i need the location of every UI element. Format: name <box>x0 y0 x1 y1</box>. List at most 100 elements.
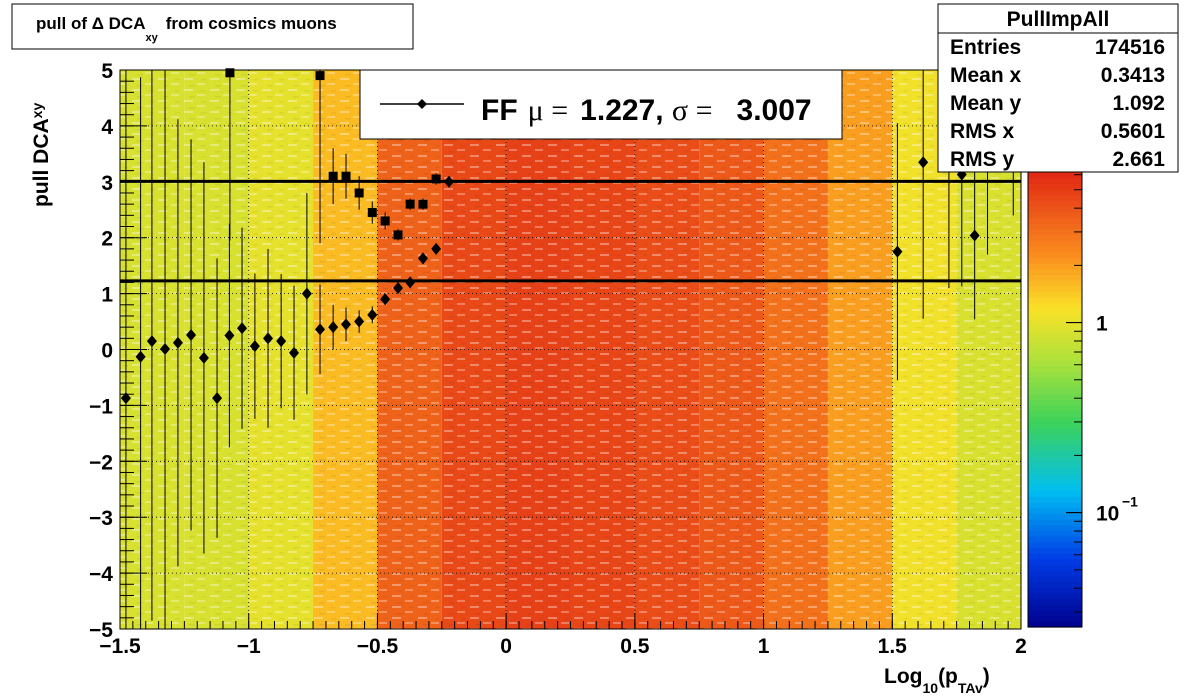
stats-key: Entries <box>950 36 1021 59</box>
colorbar-step <box>1028 342 1082 349</box>
x-tick-label: 1 <box>758 635 770 658</box>
point <box>393 230 403 240</box>
colorbar-step <box>1028 445 1082 452</box>
z-tick-exponent: −1 <box>1122 494 1138 510</box>
colorbar-step <box>1028 496 1082 503</box>
colorbar-step <box>1028 479 1082 486</box>
z-tick-label: 1 <box>1096 313 1108 336</box>
stats-value: 0.5601 <box>1101 120 1166 143</box>
colorbar-step <box>1028 564 1082 571</box>
point <box>328 171 338 181</box>
y-axis-title: pull DCAxy <box>29 103 53 207</box>
colorbar-step <box>1028 376 1082 384</box>
point <box>301 287 312 300</box>
chart-title: pull of Δ DCAxy from cosmics muons <box>36 14 337 44</box>
colorbar-step <box>1028 245 1082 253</box>
point <box>249 340 260 353</box>
point <box>341 318 352 331</box>
colorbar-step <box>1028 473 1082 480</box>
point <box>367 308 378 321</box>
colorbar-step <box>1028 319 1082 327</box>
point <box>354 188 364 198</box>
colorbar-step <box>1028 382 1082 389</box>
point <box>315 71 325 81</box>
title-sub: xy <box>145 32 158 44</box>
y-tick-label: 0 <box>101 340 113 363</box>
y-tick-label: −5 <box>89 619 113 642</box>
y-title-sub: xy <box>29 103 45 119</box>
y-tick-label: 3 <box>101 172 113 195</box>
point <box>431 242 442 255</box>
x-tick-label: 0 <box>500 635 512 658</box>
colorbar-step <box>1028 604 1082 611</box>
colorbar-step <box>1028 280 1082 287</box>
x-tick-label: −1.5 <box>99 635 141 658</box>
point <box>289 346 300 359</box>
colorbar-step <box>1028 234 1082 241</box>
legend-sigma: 3.007 <box>737 94 812 127</box>
colorbar-step <box>1028 177 1082 184</box>
point <box>146 335 157 348</box>
colorbar-step <box>1028 217 1082 224</box>
point <box>315 323 326 336</box>
point <box>237 322 248 335</box>
colorbar-step <box>1028 348 1082 355</box>
point <box>276 335 287 348</box>
colorbar-step <box>1028 570 1082 577</box>
y-title-main: pull DCA <box>30 118 53 207</box>
stats-key: RMS y <box>950 148 1015 171</box>
x-tick-label: 1.5 <box>878 635 908 658</box>
colorbar-step <box>1028 314 1082 321</box>
colorbar-step <box>1028 518 1082 526</box>
stats-key: RMS x <box>950 120 1015 143</box>
colorbar-step <box>1028 433 1082 440</box>
colorbar-step <box>1028 240 1082 247</box>
stats-value: 0.3413 <box>1101 64 1165 87</box>
y-tick-label: 1 <box>101 284 113 307</box>
colorbar-step <box>1028 223 1082 230</box>
point <box>135 350 146 363</box>
y-tick-label: 5 <box>101 60 113 83</box>
colorbar-step <box>1028 450 1082 457</box>
x-tick-label: 2 <box>1015 635 1027 658</box>
stats-box: PullImpAll Entries 174516 Mean x 0.3413 Mean… <box>937 3 1179 173</box>
legend-mu: 1.227 <box>580 94 655 127</box>
colorbar-step <box>1028 257 1082 264</box>
colorbar-step <box>1028 194 1082 202</box>
colorbar-step <box>1028 291 1082 298</box>
x-title-c: (p <box>938 665 958 688</box>
plot-area <box>119 69 1022 630</box>
legend-name: FF <box>481 94 518 127</box>
legend-text: FF μ = 1.227, σ = 3.007 <box>481 94 812 127</box>
colorbar-step <box>1028 263 1082 270</box>
point <box>431 174 441 184</box>
colorbar-step <box>1028 183 1082 190</box>
colorbar-step <box>1028 268 1082 275</box>
colorbar-step <box>1028 359 1082 366</box>
colorbar-step <box>1028 416 1082 423</box>
point <box>212 392 223 405</box>
title-main: pull of Δ DCA <box>36 14 145 33</box>
colorbar-step <box>1028 308 1082 315</box>
colorbar-step <box>1028 547 1082 554</box>
x-tick-label: 0.5 <box>620 635 650 658</box>
point <box>918 156 929 169</box>
colorbar-step <box>1028 501 1082 509</box>
colorbar-step <box>1028 587 1082 594</box>
colorbar-step <box>1028 530 1082 537</box>
colorbar-step <box>1028 297 1082 304</box>
colorbar-step <box>1028 410 1082 418</box>
title-box <box>11 3 414 50</box>
colorbar-step <box>1028 615 1082 622</box>
title-rest: from cosmics muons <box>166 14 337 33</box>
colorbar-step <box>1028 575 1082 583</box>
legend-sigma-label: σ = <box>672 94 713 127</box>
point <box>969 229 980 242</box>
point <box>172 336 183 349</box>
point <box>354 315 365 328</box>
y-tick-label: −2 <box>89 451 113 474</box>
point <box>417 252 428 265</box>
colorbar-step <box>1028 490 1082 497</box>
colorbar-step <box>1028 331 1082 338</box>
